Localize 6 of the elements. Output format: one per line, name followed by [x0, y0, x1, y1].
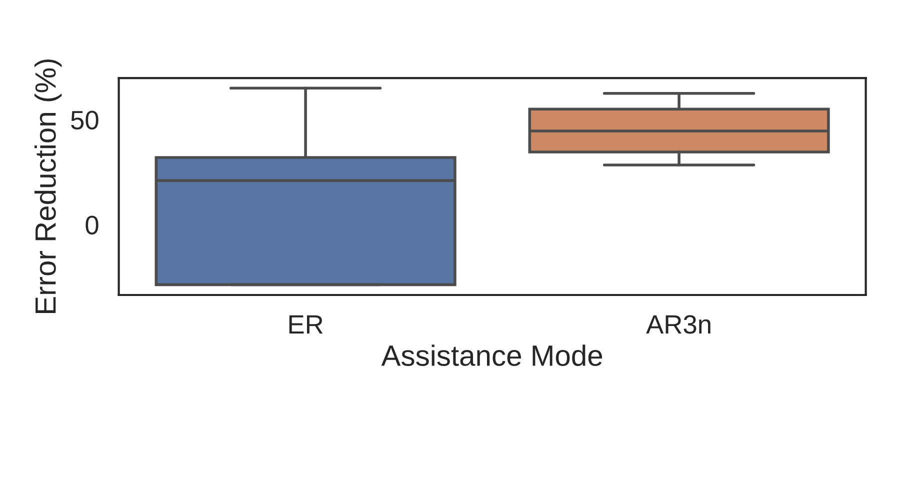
y-tick-label: 0: [86, 216, 98, 234]
x-tick-label: ER: [289, 315, 323, 334]
x-tick-label: AR3n: [646, 315, 710, 334]
y-tick-label: 50: [71, 110, 98, 130]
y-axis-title: Error Reduction (%): [34, 59, 62, 313]
x-axis-title: Assistance Mode: [381, 344, 602, 366]
